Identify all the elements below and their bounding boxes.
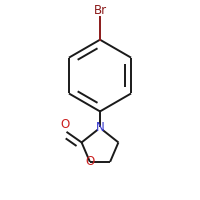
- Text: Br: Br: [93, 4, 107, 17]
- Text: N: N: [96, 121, 104, 134]
- Text: O: O: [60, 118, 70, 131]
- Text: O: O: [85, 155, 95, 168]
